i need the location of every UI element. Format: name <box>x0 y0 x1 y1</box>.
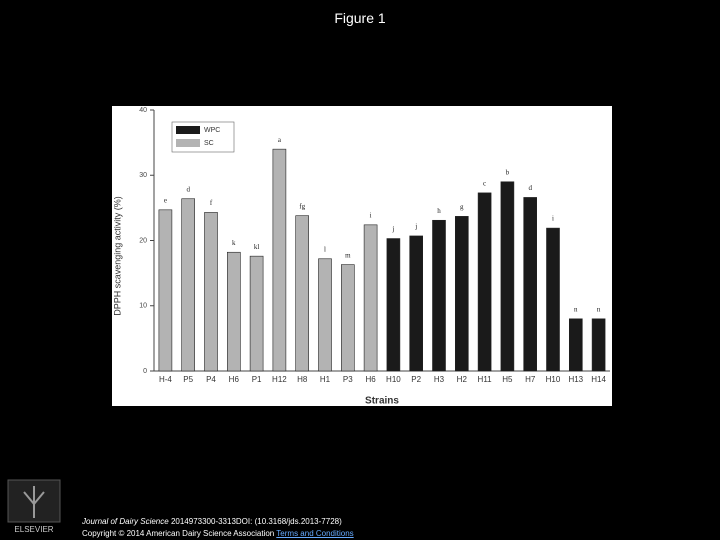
bar <box>181 198 195 372</box>
publisher-logo: ELSEVIER <box>7 479 61 534</box>
bar <box>409 235 424 372</box>
significance-letter: i <box>552 215 554 223</box>
bar <box>432 219 446 372</box>
x-tick-label: P1 <box>252 375 262 384</box>
significance-letter: c <box>483 179 486 187</box>
y-tick-label: 0 <box>143 368 147 375</box>
bar <box>546 227 560 372</box>
footer: Journal of Dairy Science 2014973300-3313… <box>82 516 354 540</box>
citation: 2014973300-3313DOI: (10.3168/jds.2013-77… <box>170 517 342 526</box>
bar <box>227 251 241 372</box>
significance-letter: h <box>437 207 441 215</box>
bar <box>295 215 309 372</box>
chart: DPPH scavenging activity (%) Strains 0 10… <box>112 106 612 406</box>
bar <box>204 212 218 372</box>
significance-letter: i <box>370 211 372 219</box>
copyright-line: Copyright © 2014 American Dairy Science … <box>82 528 354 540</box>
bar <box>591 318 606 372</box>
significance-letter: d <box>186 185 190 193</box>
significance-letter: m <box>345 251 351 259</box>
terms-link[interactable]: Terms and Conditions <box>276 529 354 538</box>
significance-letter: j <box>391 225 394 233</box>
x-tick-label: H-4 <box>159 375 172 384</box>
x-tick-label: H8 <box>297 375 308 384</box>
bar <box>341 264 355 372</box>
legend-label: WPC <box>204 127 220 134</box>
x-tick-label: H5 <box>502 375 513 384</box>
x-tick-label: H13 <box>568 375 583 384</box>
bar <box>477 192 492 372</box>
x-tick-label: H1 <box>320 375 331 384</box>
bar <box>272 148 287 372</box>
significance-letter: kl <box>254 243 260 251</box>
x-tick-label: P2 <box>411 375 421 384</box>
x-tick-label: H6 <box>365 375 376 384</box>
bar <box>500 181 515 372</box>
bar <box>568 318 583 372</box>
x-tick-label: H3 <box>434 375 445 384</box>
legend-swatch <box>176 139 200 147</box>
significance-letter: e <box>164 196 167 204</box>
x-tick-label: H14 <box>591 375 606 384</box>
significance-letter: n <box>574 305 578 313</box>
significance-letter: k <box>232 239 236 247</box>
significance-letter: g <box>460 203 464 211</box>
x-tick-label: P4 <box>206 375 216 384</box>
logo-branches <box>23 486 45 518</box>
legend-swatch <box>176 126 200 134</box>
x-tick-label: H10 <box>386 375 401 384</box>
bar <box>363 224 378 372</box>
logo-text: ELSEVIER <box>14 525 53 534</box>
legend-label: SC <box>204 140 214 147</box>
copyright: Copyright © 2014 American Dairy Science … <box>82 529 275 538</box>
bar <box>158 209 173 372</box>
x-tick-label: P5 <box>183 375 193 384</box>
bar <box>318 258 332 372</box>
journal-name: Journal of Dairy Science <box>82 517 169 526</box>
significance-letter: b <box>506 168 510 176</box>
bar <box>523 197 538 372</box>
x-tick-label: H12 <box>272 375 287 384</box>
x-tick-label: H7 <box>525 375 536 384</box>
x-tick-label: H11 <box>478 375 493 384</box>
x-axis-label: Strains <box>365 396 399 406</box>
y-tick-label: 30 <box>139 172 147 179</box>
significance-letter: n <box>597 305 601 313</box>
y-tick-label: 20 <box>139 237 147 244</box>
y-tick-label: 40 <box>139 107 147 114</box>
x-tick-label: H2 <box>457 375 468 384</box>
significance-letter: fg <box>299 202 305 210</box>
significance-letter: f <box>210 199 213 207</box>
x-tick-label: H6 <box>229 375 240 384</box>
citation-line: Journal of Dairy Science 2014973300-3313… <box>82 516 354 528</box>
significance-letter: d <box>528 184 532 192</box>
x-tick-label: H10 <box>546 375 561 384</box>
significance-letter: a <box>278 136 282 144</box>
x-tick-label: P3 <box>343 375 353 384</box>
bar <box>249 255 264 372</box>
bar <box>454 216 469 372</box>
y-tick-label: 10 <box>139 303 147 310</box>
significance-letter: l <box>324 245 326 253</box>
slide-title: Figure 1 <box>334 10 386 26</box>
y-axis-label: DPPH scavenging activity (%) <box>112 196 122 316</box>
significance-letter: j <box>414 223 417 231</box>
bar <box>386 238 401 372</box>
